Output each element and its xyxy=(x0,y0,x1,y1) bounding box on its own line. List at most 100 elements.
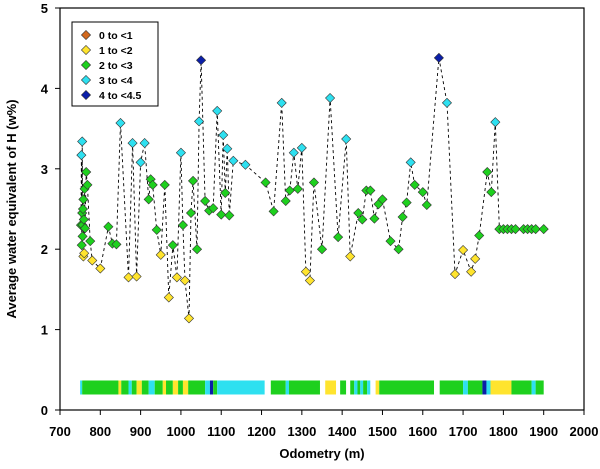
strip-segment-9 xyxy=(154,380,163,395)
data-point-56 xyxy=(240,159,251,170)
data-point-14 xyxy=(81,166,92,178)
x-tick-label: 1500 xyxy=(368,424,397,439)
strip-segment-11 xyxy=(166,380,173,395)
strip-segment-21 xyxy=(270,380,286,395)
data-point-11 xyxy=(79,248,90,259)
data-point-38 xyxy=(177,220,188,231)
strip-segment-5 xyxy=(131,380,137,395)
strip-segment-2 xyxy=(118,380,122,395)
data-point-40 xyxy=(183,313,195,324)
data-point-97 xyxy=(490,117,501,128)
data-point-48 xyxy=(208,203,219,214)
strip-segment-13 xyxy=(178,380,183,395)
data-point-24 xyxy=(127,138,138,149)
strip-segment-4 xyxy=(128,380,132,395)
data-point-84 xyxy=(405,157,416,168)
strip-segment-25 xyxy=(325,380,337,395)
strip-segment-29 xyxy=(350,380,355,395)
strip-segment-8 xyxy=(148,380,155,395)
data-point-63 xyxy=(292,183,303,194)
data-point-83 xyxy=(401,197,412,208)
strip-segment-12 xyxy=(172,380,179,395)
series-line xyxy=(80,57,544,319)
x-tick-label: 900 xyxy=(130,424,152,439)
strip-segment-22 xyxy=(285,380,289,395)
strip-segment-16 xyxy=(205,380,210,395)
strip-segment-14 xyxy=(182,380,189,395)
data-point-46 xyxy=(200,195,211,206)
legend-marker xyxy=(80,59,92,71)
strip-segment-19 xyxy=(217,380,265,395)
data-point-35 xyxy=(167,240,178,251)
x-tick-label: 1000 xyxy=(166,424,195,439)
data-point-61 xyxy=(284,185,295,196)
data-point-31 xyxy=(151,224,162,235)
data-point-39 xyxy=(179,275,190,286)
strip-segment-30 xyxy=(354,380,358,395)
strip-segment-15 xyxy=(188,380,206,395)
strip-segment-46 xyxy=(531,380,536,395)
data-point-33 xyxy=(159,179,170,190)
data-point-76 xyxy=(365,185,376,196)
data-point-6 xyxy=(77,231,88,242)
legend-marker xyxy=(80,74,92,86)
legend-label: 4 to <4.5 xyxy=(99,90,141,102)
data-point-60 xyxy=(280,195,291,206)
strip-segment-26 xyxy=(336,380,341,395)
data-point-41 xyxy=(185,207,197,219)
data-point-62 xyxy=(288,147,299,158)
data-point-7 xyxy=(77,203,88,215)
data-point-96 xyxy=(486,187,497,198)
legend-marker xyxy=(80,89,92,101)
strip-segment-39 xyxy=(439,380,464,395)
data-point-106 xyxy=(530,224,541,235)
strip-segment-10 xyxy=(162,380,167,395)
x-axis-label: Odometry (m) xyxy=(279,446,364,461)
data-point-81 xyxy=(393,244,404,255)
strip-segment-24 xyxy=(319,380,326,395)
strip-segment-43 xyxy=(486,380,491,395)
strip-segment-17 xyxy=(209,380,214,395)
data-point-94 xyxy=(474,230,485,241)
x-tick-label: 1700 xyxy=(449,424,478,439)
data-point-1 xyxy=(76,150,87,161)
legend-label: 1 to <2 xyxy=(99,45,133,57)
data-point-85 xyxy=(409,179,420,190)
data-point-28 xyxy=(143,194,154,205)
strip-segment-35 xyxy=(370,380,376,395)
x-tick-label: 1900 xyxy=(529,424,558,439)
data-point-16 xyxy=(85,236,96,247)
data-point-70 xyxy=(333,232,344,243)
data-point-90 xyxy=(449,269,461,280)
x-tick-label: 1800 xyxy=(489,424,518,439)
data-point-18 xyxy=(95,263,106,274)
strip-segment-32 xyxy=(360,380,364,395)
strip-segment-27 xyxy=(340,380,347,395)
data-point-80 xyxy=(385,236,396,247)
data-point-49 xyxy=(212,105,223,116)
data-point-64 xyxy=(296,142,307,153)
data-point-71 xyxy=(341,134,352,145)
data-point-30 xyxy=(147,179,158,190)
connecting-line xyxy=(80,57,544,319)
y-tick-label: 4 xyxy=(41,81,49,96)
data-point-67 xyxy=(308,177,319,188)
y-tick-label: 1 xyxy=(41,323,48,338)
legend-label: 0 to <1 xyxy=(99,30,133,42)
data-point-57 xyxy=(260,177,271,188)
data-point-50 xyxy=(216,209,227,220)
y-axis: 0 1 2 3 4 5 xyxy=(41,1,60,418)
strip-segment-38 xyxy=(434,380,440,395)
data-point-4 xyxy=(77,136,88,147)
strip-segment-7 xyxy=(141,380,149,395)
data-point-13 xyxy=(79,223,91,234)
data-point-79 xyxy=(377,194,388,205)
legend: 0 to <1 1 to <2 2 to <3 3 to <4 4 to <4.5 xyxy=(71,21,159,107)
data-point-25 xyxy=(131,271,142,282)
data-point-23 xyxy=(123,272,134,283)
strip-segment-3 xyxy=(121,380,129,395)
data-point-44 xyxy=(194,116,205,127)
data-point-36 xyxy=(171,272,182,283)
